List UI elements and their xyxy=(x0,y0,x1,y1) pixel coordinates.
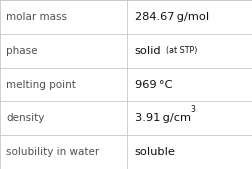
Text: soluble: soluble xyxy=(135,147,176,157)
Text: 3: 3 xyxy=(191,105,196,114)
Text: 284.67 g/mol: 284.67 g/mol xyxy=(135,12,209,22)
Text: phase: phase xyxy=(6,46,38,56)
Text: (at STP): (at STP) xyxy=(166,46,197,55)
Text: density: density xyxy=(6,113,45,123)
Text: 3.91 g/cm: 3.91 g/cm xyxy=(135,113,191,123)
Text: 969 °C: 969 °C xyxy=(135,79,172,90)
Text: molar mass: molar mass xyxy=(6,12,67,22)
Text: solubility in water: solubility in water xyxy=(6,147,100,157)
Text: solid: solid xyxy=(135,46,162,56)
Text: melting point: melting point xyxy=(6,79,76,90)
